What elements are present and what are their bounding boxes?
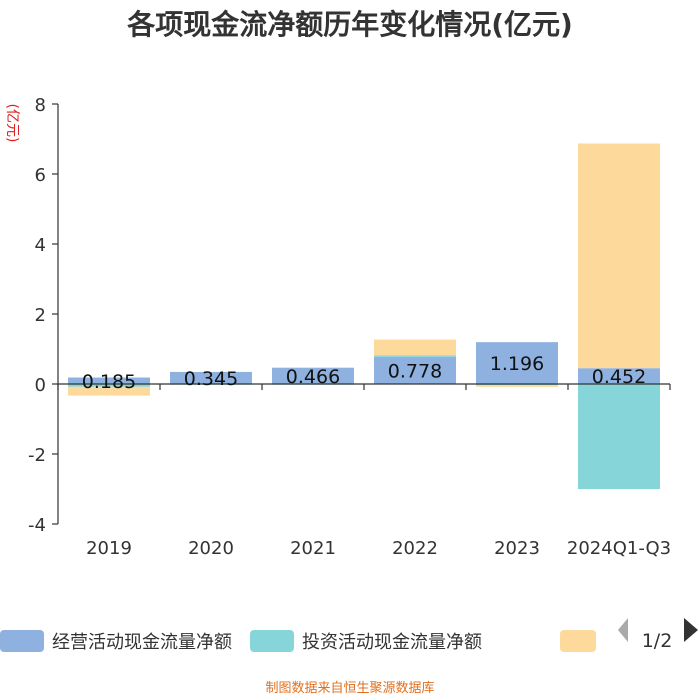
y-tick-label: -2 (28, 445, 46, 466)
data-label: 0.466 (286, 366, 340, 388)
y-tick-label: 6 (35, 165, 46, 186)
bar-s2-4 (476, 385, 558, 387)
legend-pager: 1/2 (618, 618, 698, 652)
data-label: 0.185 (82, 371, 136, 393)
bar-s1-0 (68, 384, 150, 387)
legend: 经营活动现金流量净额 投资活动现金流量净额 (0, 630, 596, 653)
pager-prev-icon[interactable] (618, 618, 628, 642)
y-tick-label: 0 (35, 375, 46, 396)
data-label: 0.452 (592, 366, 646, 388)
bar-s0-2 (272, 367, 354, 384)
y-tick-label: 2 (35, 305, 46, 326)
source-note: 制图数据来自恒生聚源数据库 (265, 680, 434, 696)
bar-s1-5 (578, 384, 660, 489)
y-tick-label: 8 (35, 95, 46, 116)
pager-text: 1/2 (642, 630, 673, 652)
bar-s0-4 (476, 342, 558, 384)
bar-s2-3 (374, 339, 456, 356)
pager-next-icon[interactable] (684, 618, 698, 642)
chart-title: 各项现金流净额历年变化情况(亿元) (126, 8, 573, 41)
legend-label[interactable]: 经营活动现金流量净额 (52, 632, 232, 653)
x-tick-label: 2019 (86, 538, 132, 559)
bar-s0-5 (578, 368, 660, 384)
bar-s0-1 (170, 371, 252, 384)
bar-s2-5 (578, 143, 660, 369)
legend-swatch[interactable] (560, 630, 596, 652)
legend-label[interactable]: 投资活动现金流量净额 (302, 632, 482, 653)
data-label: 0.778 (388, 360, 442, 382)
labels-layer: 0.185 0.345 0.466 0.778 1.196 0.452 (82, 353, 646, 393)
data-label: 0.345 (184, 368, 238, 390)
y-axis-label: (亿元) (4, 104, 20, 143)
x-tick-label: 2022 (392, 538, 438, 559)
x-tick-label: 2020 (188, 538, 234, 559)
legend-swatch[interactable] (0, 630, 44, 652)
bar-s0-3 (374, 356, 456, 384)
bar-s1-3 (374, 355, 456, 357)
bar-s0-0 (68, 377, 150, 384)
x-tick-label: 2024Q1-Q3 (567, 538, 671, 559)
y-tick-label: 4 (35, 235, 46, 256)
data-label: 1.196 (490, 353, 544, 375)
bars-layer (68, 143, 660, 489)
x-tick-label: 2021 (290, 538, 336, 559)
legend-swatch[interactable] (250, 630, 294, 652)
x-tick-label: 2023 (494, 538, 540, 559)
axes-layer: 8 6 4 2 0 -2 -4 2019 2020 2021 2022 2023 2024Q1-Q3 (28, 95, 671, 559)
bar-s2-0 (68, 386, 150, 396)
y-tick-label: -4 (28, 515, 46, 536)
